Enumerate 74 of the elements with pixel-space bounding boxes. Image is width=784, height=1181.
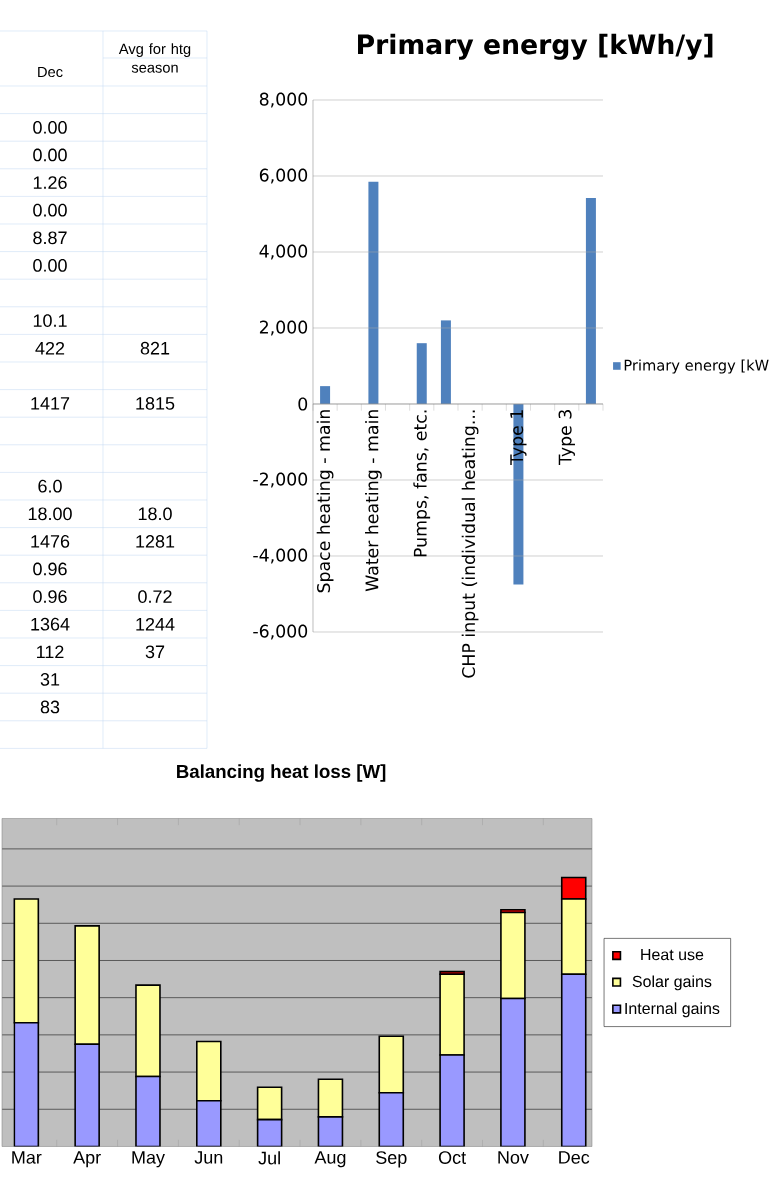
text: 1476 [31, 535, 70, 548]
text: 0.00 [33, 121, 67, 134]
bar [196, 1040, 222, 1102]
bar [135, 1075, 161, 1147]
bar [135, 984, 161, 1078]
x-tick-label: Oct [438, 1151, 466, 1164]
x-tick-label: May [132, 1151, 165, 1168]
category-label: Avg for htg season [118, 43, 191, 73]
text: 1244 [136, 617, 175, 631]
x-tick-label: Space heating - main [316, 410, 334, 593]
text: 10.1 [33, 314, 67, 327]
legend-label: Heat use [641, 949, 704, 961]
x-tick-label: Dec [559, 1151, 590, 1164]
text: 1.26 [33, 176, 67, 189]
bar [500, 997, 526, 1147]
text: 0.00 [33, 259, 67, 272]
text: 112 [37, 645, 64, 659]
category-label: Dec [38, 66, 63, 78]
bar [378, 1035, 405, 1094]
x-tick-label: Jul [258, 1151, 280, 1165]
y-tick-label: 8,000 [259, 92, 308, 108]
x-tick-label: Nov [498, 1151, 529, 1164]
y-tick-label: -2,000 [253, 472, 308, 488]
y-tick-label: -6,000 [253, 624, 308, 640]
chart-title: Balancing heat loss [W] [177, 764, 386, 782]
x-tick-label: Type 3 [558, 410, 575, 466]
bar [378, 1091, 405, 1147]
x-tick-label: Mar [12, 1151, 42, 1164]
bar [585, 198, 596, 404]
text: 18.00 [28, 507, 72, 521]
y-tick-label: 2,000 [259, 320, 308, 336]
x-tick-label: Sep [376, 1151, 407, 1168]
x-tick-label: Jun [194, 1151, 223, 1164]
x-tick-label: Type 1 [510, 410, 527, 466]
text: 0.00 [33, 148, 67, 162]
bar [416, 343, 427, 404]
chart-title: Primary energy [kWh/y] [358, 33, 713, 60]
text: 821 [140, 341, 170, 355]
text: 37 [145, 645, 165, 659]
text: 1417 [31, 397, 70, 410]
bar [317, 1116, 344, 1147]
text: 1281 [136, 535, 175, 548]
bar [439, 1054, 465, 1147]
x-tick-label: Water heating - main [365, 410, 382, 592]
y-tick-label: 4,000 [259, 244, 308, 260]
bar [560, 973, 587, 1147]
text: 1364 [31, 617, 70, 631]
text: 18.0 [138, 507, 172, 521]
text: 422 [35, 341, 65, 355]
text: 0.96 [33, 562, 67, 576]
x-tick-label: Pumps, fans, etc. [413, 410, 431, 557]
text: 8.87 [33, 231, 67, 245]
x-tick-label: Apr [73, 1151, 101, 1168]
legend-label: Solar gains [632, 975, 712, 991]
bar [440, 320, 451, 404]
legend-label: Internal gains [625, 1002, 720, 1018]
text: 0.00 [33, 203, 67, 217]
text: 31 [40, 673, 60, 686]
text: 0.96 [33, 590, 67, 603]
bar [13, 1021, 40, 1147]
y-tick-label: -4,000 [253, 548, 308, 564]
y-tick-label: 6,000 [259, 168, 308, 184]
y-tick-label: 0 [298, 397, 308, 411]
text: 0.72 [138, 590, 172, 603]
x-tick-label: Aug [314, 1151, 346, 1168]
legend-label: Primary energy [kW [624, 359, 769, 374]
bar [74, 1043, 100, 1147]
bar [256, 1118, 283, 1147]
text: 1815 [136, 397, 175, 410]
text: 6.0 [38, 479, 62, 493]
bar [368, 181, 379, 404]
text: 83 [40, 700, 60, 714]
x-tick-label: CHP input (individual heating... [461, 410, 479, 678]
bar [320, 386, 331, 404]
